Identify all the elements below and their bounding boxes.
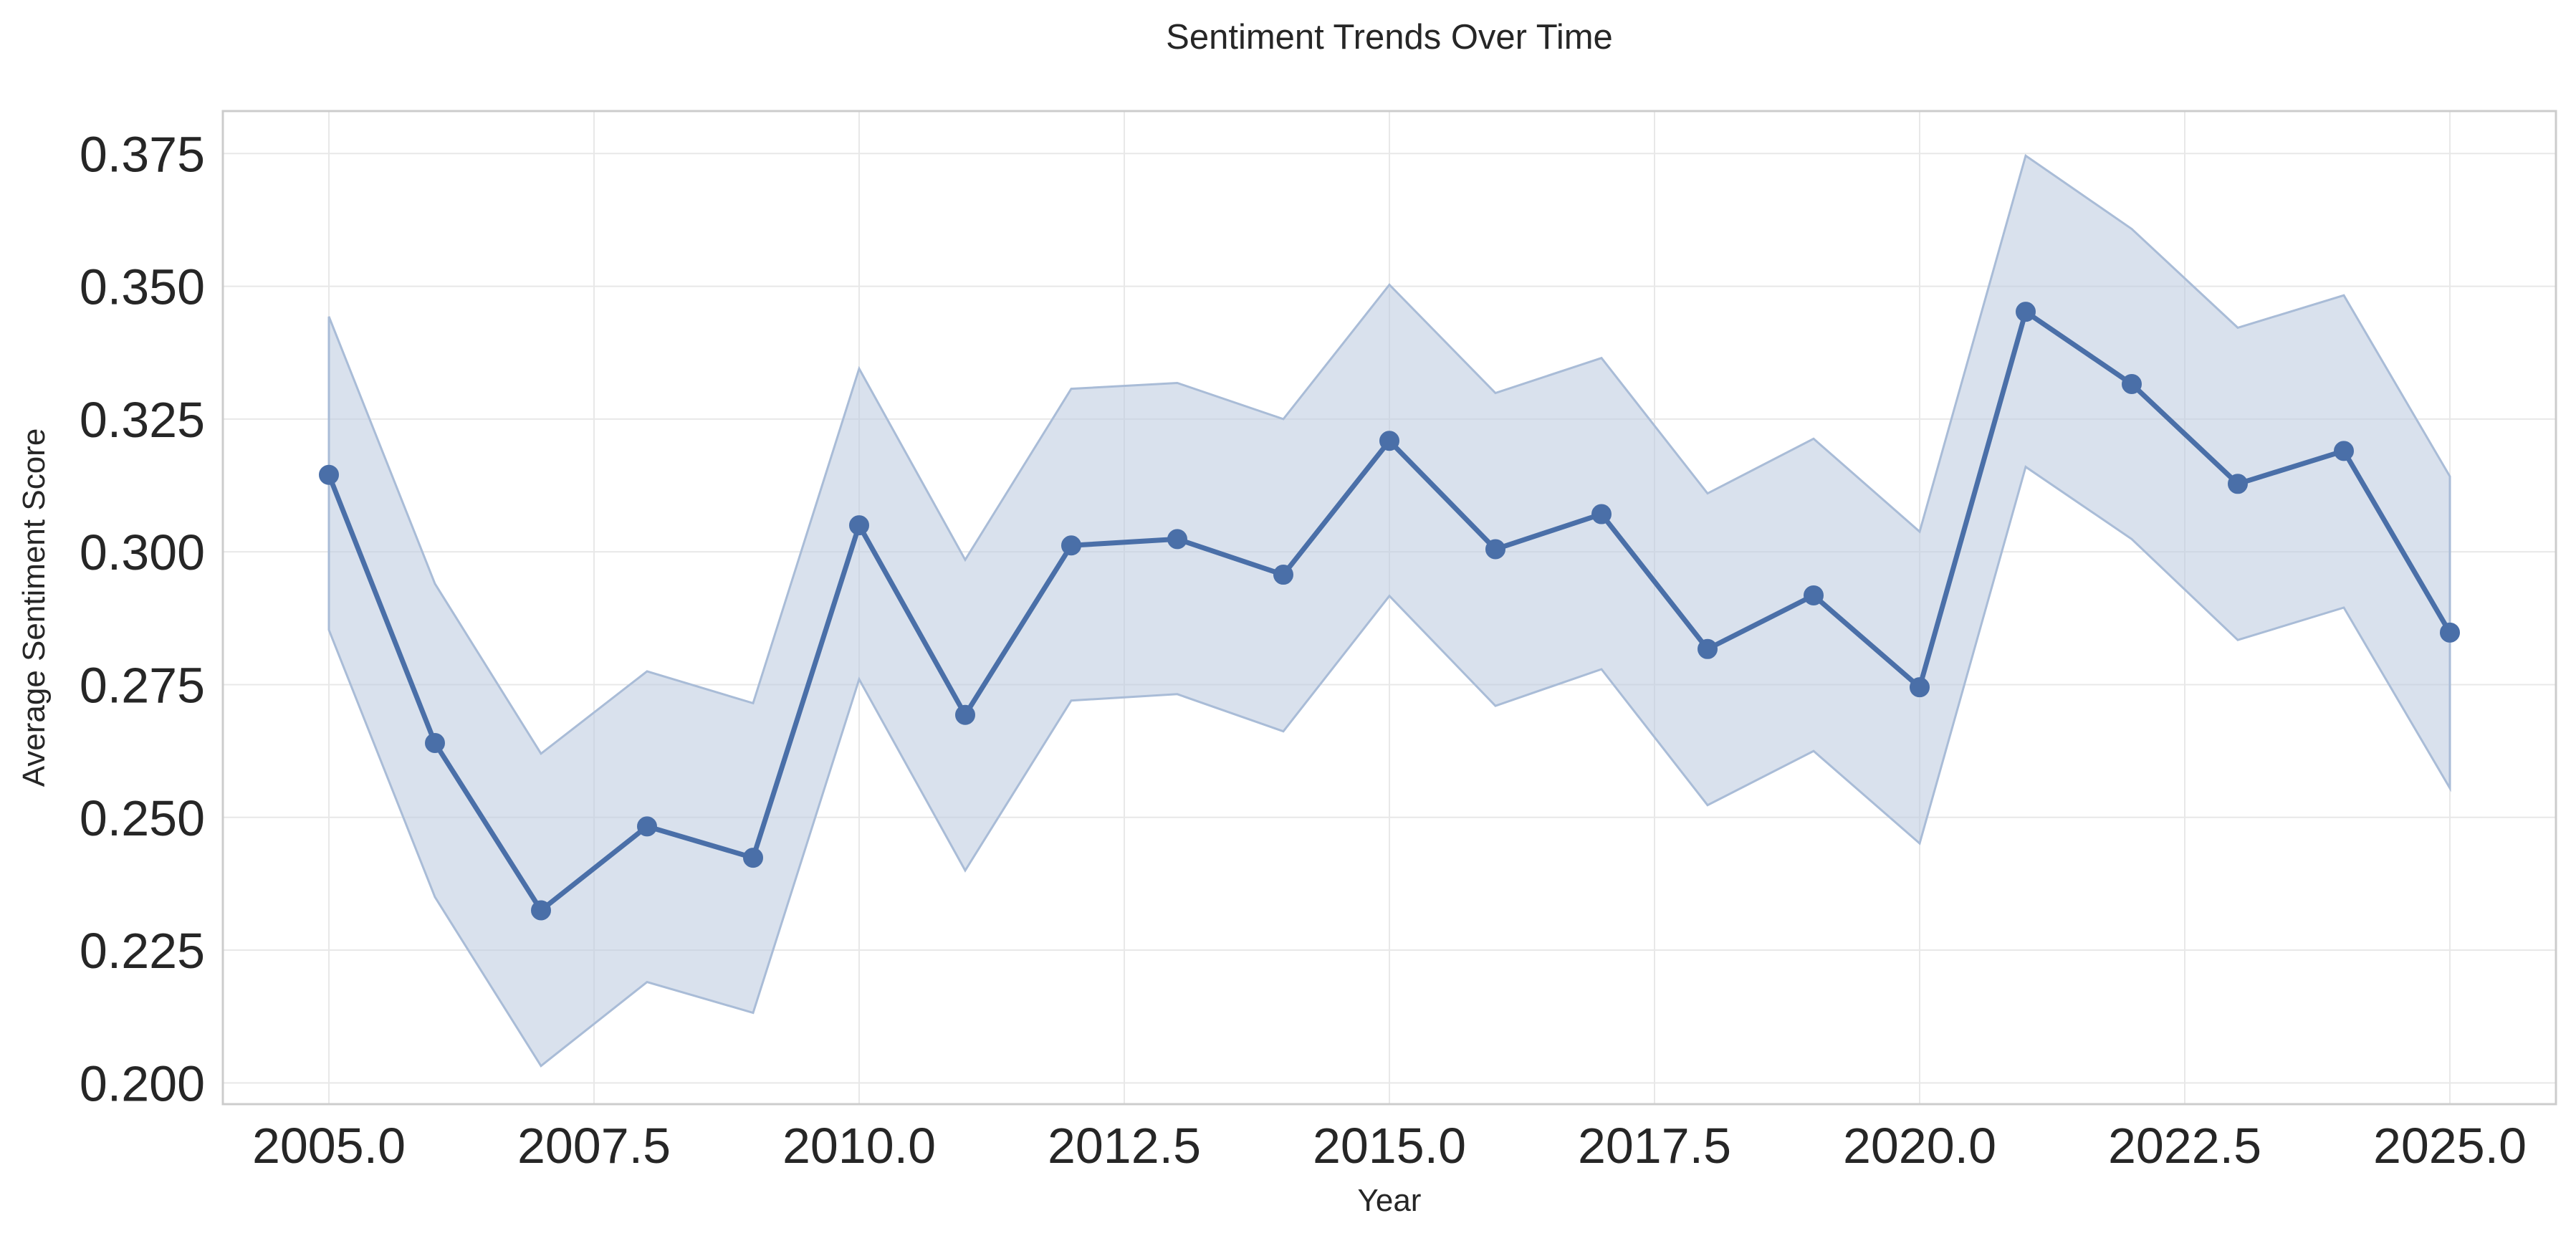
x-tick-label: 2007.5 [517, 1118, 671, 1174]
data-point [637, 816, 657, 837]
data-point [1485, 539, 1505, 560]
x-axis-label: Year [1358, 1183, 1422, 1218]
confidence-band-layer [327, 153, 2451, 1068]
chart-title: Sentiment Trends Over Time [1166, 18, 1613, 57]
data-point [425, 733, 445, 753]
data-point [1273, 565, 1293, 585]
data-point [1061, 535, 1081, 556]
x-tick-label: 2022.5 [2108, 1118, 2261, 1174]
x-tick-label: 2017.5 [1578, 1118, 1731, 1174]
data-point [1910, 677, 1930, 698]
x-tick-label: 2025.0 [2373, 1118, 2527, 1174]
data-point [1698, 638, 1718, 659]
y-tick-label: 0.375 [80, 126, 205, 182]
data-points [319, 302, 2460, 921]
y-tick-label: 0.350 [80, 259, 205, 315]
x-tick-label: 2015.0 [1313, 1118, 1466, 1174]
x-tick-label: 2005.0 [252, 1118, 406, 1174]
data-point [1804, 585, 1824, 605]
data-point [319, 464, 339, 485]
data-point [1379, 431, 1399, 451]
data-point [849, 515, 869, 536]
data-point [955, 704, 975, 725]
plot-frame [221, 110, 2557, 1106]
data-point [743, 848, 763, 868]
y-tick-label: 0.325 [80, 392, 205, 448]
x-tick-label: 2012.5 [1048, 1118, 1201, 1174]
data-point [2440, 622, 2460, 643]
data-point [531, 900, 551, 921]
data-point [2122, 373, 2142, 394]
x-tick-label: 2020.0 [1843, 1118, 1996, 1174]
x-tick-label: 2010.0 [782, 1118, 936, 1174]
y-tick-label: 0.200 [80, 1055, 205, 1111]
x-axis-ticks: 2005.0 2007.5 2010.0 2012.5 2015.0 2017.5 2020… [252, 1118, 2527, 1174]
data-point [1167, 529, 1187, 550]
data-point [2016, 302, 2036, 322]
data-point [1591, 504, 1612, 524]
confidence-band [327, 153, 2451, 1068]
data-point [2228, 474, 2248, 494]
y-axis-ticks: 0.200 0.225 0.250 0.275 0.300 0.325 0.350 0.375 [80, 126, 205, 1111]
y-tick-label: 0.300 [80, 524, 205, 580]
data-point [2334, 441, 2354, 461]
y-axis-label: Average Sentiment Score [16, 428, 52, 787]
y-tick-label: 0.275 [80, 657, 205, 713]
y-tick-label: 0.250 [80, 790, 205, 846]
y-tick-label: 0.225 [80, 923, 205, 979]
